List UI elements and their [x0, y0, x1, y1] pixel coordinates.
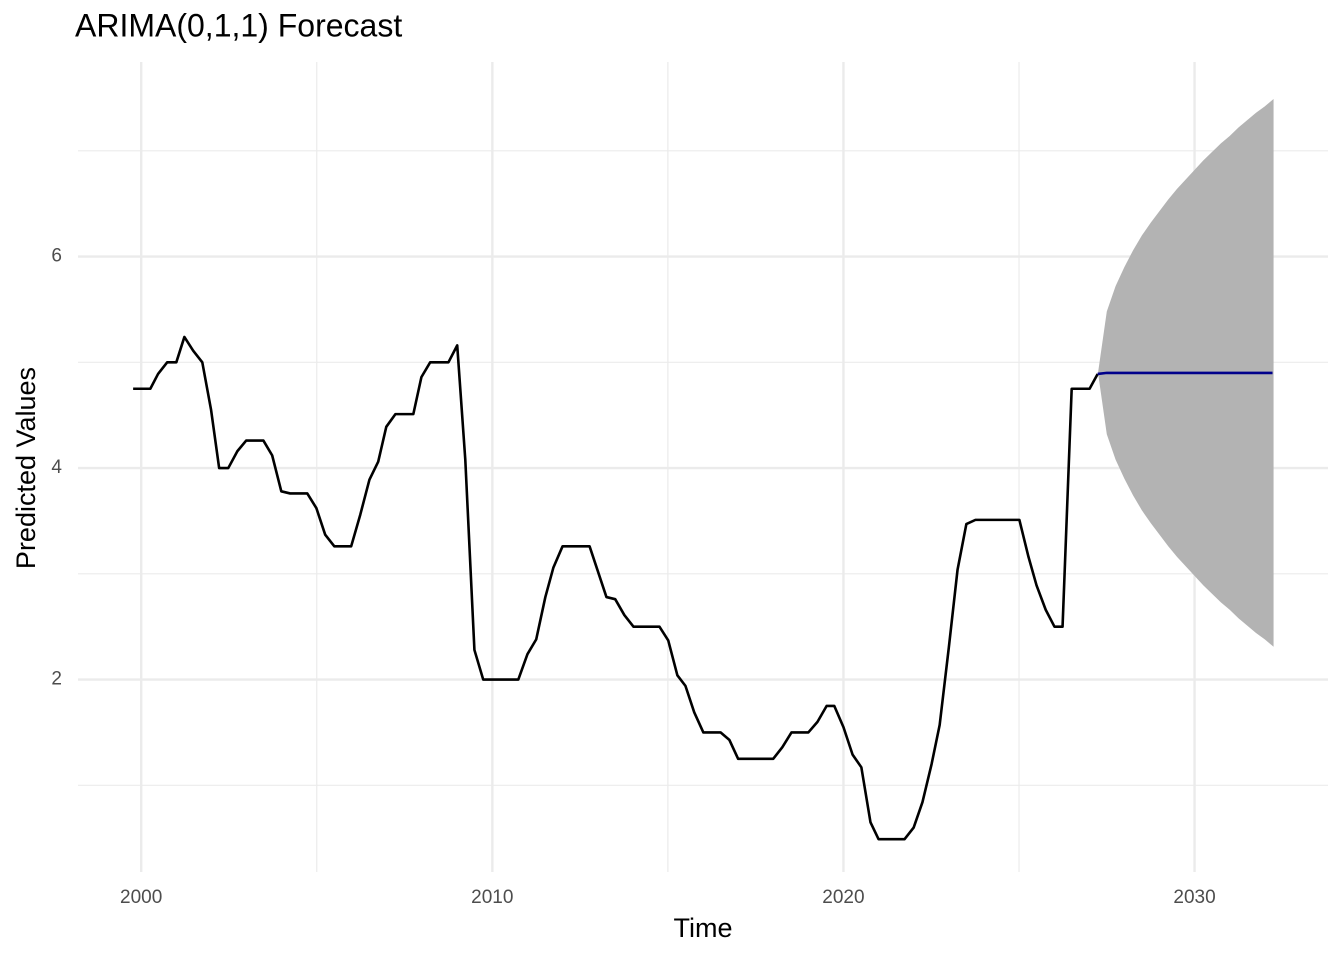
y-tick-label: 6 — [51, 246, 62, 267]
line — [133, 335, 1099, 841]
y-tick-label: 4 — [51, 457, 62, 478]
x-tick-label: 2000 — [120, 887, 162, 908]
y-tick-label: 2 — [51, 669, 62, 690]
x-tick-label: 2030 — [1173, 887, 1215, 908]
line — [1097, 371, 1273, 376]
x-axis-title: Time — [674, 913, 733, 943]
chart-title: ARIMA(0,1,1) Forecast — [75, 7, 402, 43]
x-tick-label: 2020 — [822, 887, 864, 908]
y-axis-title: Predicted Values — [11, 367, 41, 569]
x-tick-label: 2010 — [471, 887, 513, 908]
